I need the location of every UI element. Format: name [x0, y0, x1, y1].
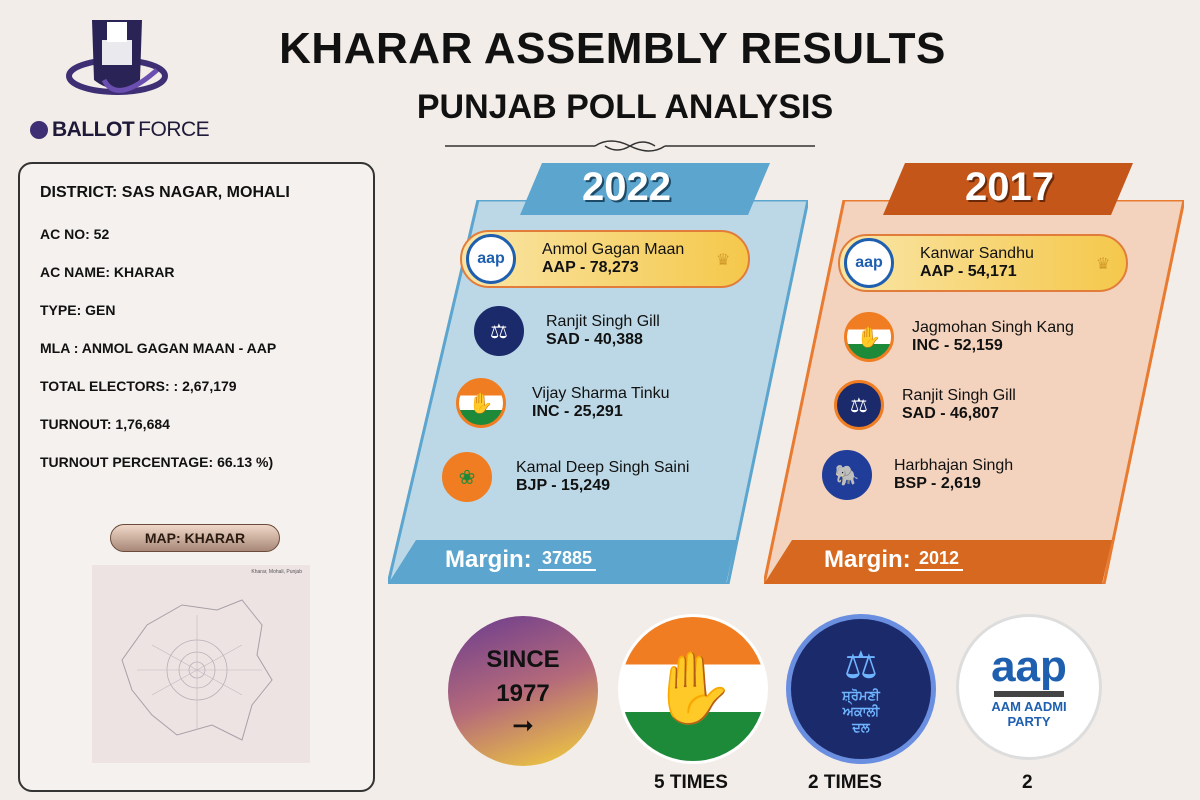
- candidate-2017-4: 🐘 Harbhajan Singh BSP - 2,619: [822, 450, 1013, 500]
- year-2022-label: 2022: [582, 165, 671, 209]
- district-text: DISTRICT: SAS NAGAR, MOHALI: [40, 184, 290, 201]
- candidate-name: Jagmohan Singh Kang: [912, 319, 1074, 336]
- brand-name: BALLOT FORCE: [30, 118, 210, 142]
- margin-label-2017: Margin:: [824, 546, 911, 573]
- aap-logo-icon: aap: [466, 234, 516, 284]
- candidate-2022-2: ⚖ Ranjit Singh Gill SAD - 40,388: [474, 306, 660, 356]
- mla-text: MLA : ANMOL GAGAN MAAN - AAP: [40, 340, 277, 356]
- turnout-percentage-text: TURNOUT PERCENTAGE: 66.13 %): [40, 454, 274, 470]
- candidate-name: Ranjit Singh Gill: [546, 313, 660, 330]
- candidate-2022-3: ✋ Vijay Sharma Tinku INC - 25,291: [456, 378, 670, 428]
- page-title: KHARAR ASSEMBLY RESULTS: [279, 24, 946, 73]
- sad-logo-icon: ⚖: [834, 380, 884, 430]
- since-text: SINCE: [486, 646, 560, 673]
- candidate-2017-1: aap Kanwar Sandhu AAP - 54,171: [844, 238, 1034, 288]
- margin-value-2017: 2012: [915, 548, 964, 571]
- candidate-name: Ranjit Singh Gill: [902, 387, 1016, 404]
- inc-hand-logo-icon: ✋: [844, 312, 894, 362]
- broom-icon: [994, 691, 1064, 697]
- candidate-name: Kamal Deep Singh Saini: [516, 459, 690, 476]
- total-electors-text: TOTAL ELECTORS: : 2,67,179: [40, 378, 237, 394]
- candidate-name: Kanwar Sandhu: [920, 245, 1034, 262]
- candidate-votes: INC - 25,291: [532, 403, 623, 420]
- ac-name-text: AC NAME: KHARAR: [40, 264, 175, 280]
- crown-icon: ♛: [716, 252, 731, 269]
- candidate-votes: AAP - 54,171: [920, 263, 1017, 280]
- candidate-2022-4: ❀ Kamal Deep Singh Saini BJP - 15,249: [442, 452, 689, 502]
- ornament-divider-icon: [445, 140, 815, 152]
- arrow-right-icon: ➞: [512, 710, 534, 740]
- brand-light: FORCE: [138, 118, 210, 141]
- brand-icon: [30, 121, 48, 139]
- panel-2017-background: [764, 200, 1184, 584]
- candidate-name: Vijay Sharma Tinku: [532, 385, 670, 402]
- map-label-pill: MAP: KHARAR: [110, 524, 280, 552]
- candidate-name: Harbhajan Singh: [894, 457, 1014, 474]
- year-tab-2017: [883, 163, 1133, 215]
- sad-logo-large-icon: ⚖ ਸ਼੍ਰੋਮਣੀ ਅਕਾਲੀ ਦਲ: [786, 614, 936, 764]
- panel-2022-background: [388, 200, 808, 584]
- candidate-votes: SAD - 40,388: [546, 331, 643, 348]
- brand-bold: BALLOT: [52, 118, 135, 141]
- margin-label-2022: Margin:: [445, 546, 532, 573]
- candidate-votes: BSP - 2,619: [894, 475, 981, 492]
- candidate-votes: BJP - 15,249: [516, 477, 610, 494]
- ballotforce-logo-icon: [66, 20, 168, 95]
- sad-times-text: 2 TIMES: [808, 772, 882, 793]
- candidate-votes: INC - 52,159: [912, 337, 1003, 354]
- inc-hand-logo-icon: ✋: [456, 378, 506, 428]
- page-subtitle: PUNJAB POLL ANALYSIS: [416, 88, 834, 126]
- sad-logo-icon: ⚖: [474, 306, 524, 356]
- aap-logo-large-icon: aap AAM AADMI PARTY: [956, 614, 1102, 760]
- candidate-2022-1: aap Anmol Gagan Maan AAP - 78,273: [466, 234, 684, 284]
- inc-hand-logo-large-icon: ✋: [618, 614, 768, 764]
- bsp-elephant-logo-icon: 🐘: [822, 450, 872, 500]
- candidate-2017-2: ✋ Jagmohan Singh Kang INC - 52,159: [844, 312, 1074, 362]
- since-1977-badge: SINCE 1977 ➞: [448, 616, 598, 766]
- map-outline-icon: [121, 599, 273, 741]
- map-caption: Kharar, Mohali, Punjab: [251, 569, 302, 575]
- since-year: 1977: [496, 680, 550, 707]
- margin-value-2022: 37885: [538, 548, 597, 571]
- type-text: TYPE: GEN: [40, 302, 116, 318]
- aap-times-text: 2: [1022, 772, 1033, 793]
- constituency-map: Kharar, Mohali, Punjab: [92, 565, 310, 763]
- candidate-votes: SAD - 46,807: [902, 405, 999, 422]
- crown-icon: ♛: [1096, 256, 1111, 273]
- candidate-2017-3: ⚖ Ranjit Singh Gill SAD - 46,807: [834, 380, 1016, 430]
- aap-logo-icon: aap: [844, 238, 894, 288]
- inc-times-text: 5 TIMES: [654, 772, 728, 793]
- year-2017-label: 2017: [965, 165, 1054, 209]
- candidate-votes: AAP - 78,273: [542, 259, 639, 276]
- bjp-lotus-logo-icon: ❀: [442, 452, 492, 502]
- year-tab-2022: [520, 163, 770, 215]
- ac-no-text: AC NO: 52: [40, 226, 110, 242]
- turnout-text: TURNOUT: 1,76,684: [40, 416, 170, 432]
- candidate-name: Anmol Gagan Maan: [542, 241, 685, 258]
